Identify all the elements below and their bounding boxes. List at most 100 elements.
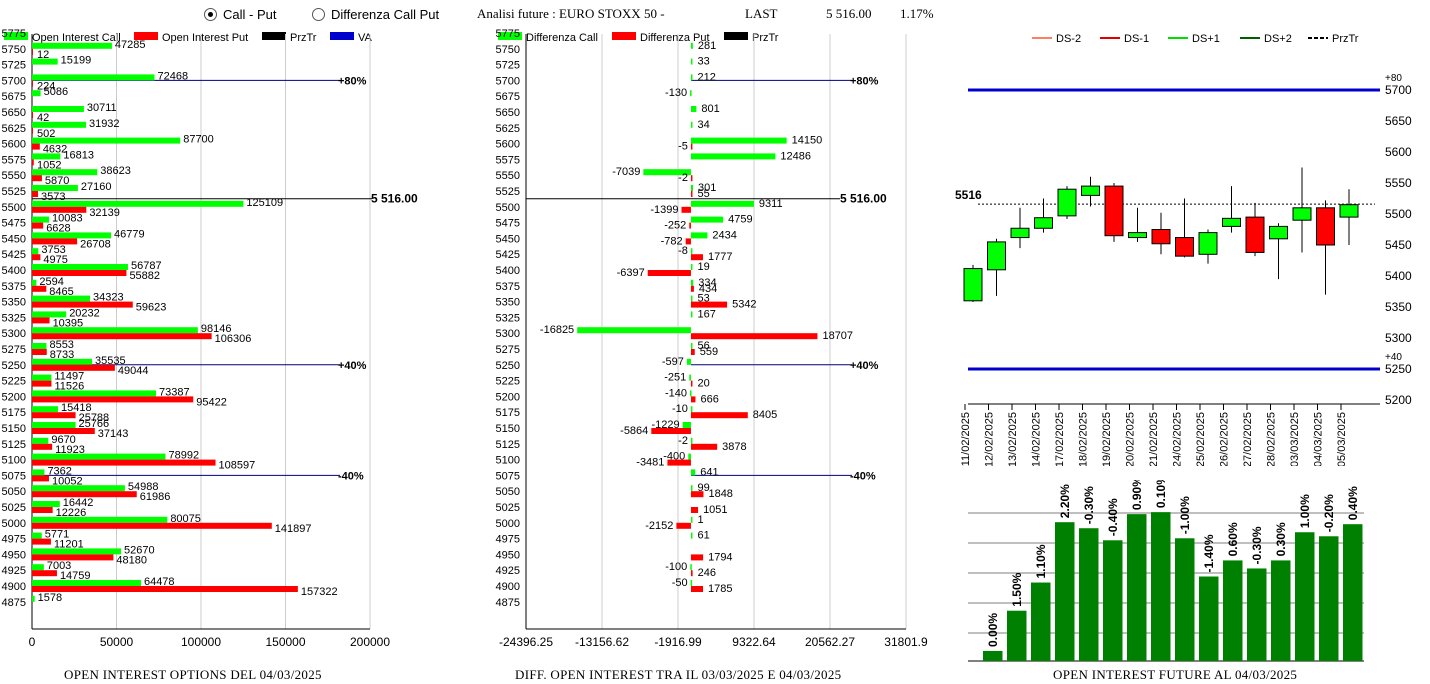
call-bar <box>32 74 155 81</box>
y-tick-label: 5575 <box>2 154 26 166</box>
future-oi-bar <box>1079 528 1099 661</box>
call-value-label: 16813 <box>63 149 94 161</box>
put-value-label: 61986 <box>140 491 171 503</box>
call-bar <box>32 169 98 176</box>
y-tick-label: 5525 <box>2 186 26 198</box>
diff-put-bar-label: -2 <box>678 172 688 184</box>
level-label: -40% <box>338 470 364 482</box>
put-value-label: 25788 <box>79 412 110 424</box>
y-tick-label: 5200 <box>2 391 26 403</box>
put-bar <box>32 254 41 261</box>
y-tick-label: 4950 <box>496 549 520 561</box>
future-oi-bar <box>1151 512 1171 661</box>
diff-call-bar-label: 34 <box>697 119 709 131</box>
call-value-label: 7003 <box>47 560 71 572</box>
y-tick-label: 5625 <box>496 123 520 135</box>
put-value-label: 55882 <box>129 270 160 282</box>
diff-call-bar-label: 4759 <box>728 214 752 226</box>
diff-call-bar-label: -251 <box>664 372 686 384</box>
y-tick-label: 5650 <box>2 107 26 119</box>
call-value-label: 3753 <box>41 244 65 256</box>
diff-put-bar-label: 246 <box>698 567 716 579</box>
call-value-label: 9670 <box>51 434 75 446</box>
call-value-label: 5771 <box>45 529 69 541</box>
future-oi-label: -0.20% <box>1322 494 1336 532</box>
diff-call-bar <box>690 185 693 191</box>
y-tick-label: 5175 <box>496 407 520 419</box>
candle-body <box>1010 227 1030 239</box>
diff-call-bar-label: 9311 <box>759 198 783 210</box>
call-value-label: 38623 <box>100 165 131 177</box>
diff-put-bar <box>690 570 693 577</box>
y-tick-label: 5550 <box>1385 176 1412 190</box>
put-bar <box>32 333 212 340</box>
legend-swatch <box>498 32 522 40</box>
y-tick-label: 5200 <box>496 391 520 403</box>
candle-body <box>1034 217 1053 229</box>
diff-call-bar <box>690 200 754 207</box>
put-value-label: 26708 <box>80 238 111 250</box>
diff-call-bar-label: 56 <box>697 340 709 352</box>
future-oi-bar <box>1055 522 1075 661</box>
call-bar <box>32 422 76 428</box>
legend-label: DS+2 <box>1264 33 1292 45</box>
future-oi-label: 0.10% <box>1154 480 1168 508</box>
diff-put-bar-label: 55 <box>697 188 709 200</box>
legend-swatch <box>134 32 158 40</box>
call-bar <box>32 106 84 112</box>
y-tick-label: 5600 <box>2 139 26 151</box>
diff-put-bar-label: 559 <box>700 346 718 358</box>
legend-swatch <box>4 32 28 40</box>
y-tick-label: 5275 <box>2 344 26 356</box>
call-bar <box>32 406 59 413</box>
diff-call-bar-label: 301 <box>698 182 716 194</box>
diff-call-bar-label: -50 <box>672 577 688 589</box>
diff-call-bar <box>682 422 691 428</box>
y-tick-label: 5725 <box>2 60 26 72</box>
y-tick-label: 5550 <box>496 170 520 182</box>
y-tick-label: 5700 <box>2 75 26 87</box>
diff-call-bar <box>690 516 693 523</box>
future-oi-label: 1.50% <box>1010 572 1024 606</box>
call-value-label: 5086 <box>44 86 68 98</box>
diff-put-bar-label: -252 <box>664 220 686 232</box>
y-tick-label: 4925 <box>2 565 26 577</box>
y-tick-label: 4900 <box>496 581 520 593</box>
put-bar <box>32 301 133 308</box>
y-tick-label: 5500 <box>1385 207 1412 221</box>
radio-call-put[interactable]: Call - Put <box>204 7 276 22</box>
y-tick-label: 5525 <box>496 186 520 198</box>
radio-differenza[interactable]: Differenza Call Put <box>312 7 439 22</box>
oi-diff-chart: Differenza Call Differenza Put PrzTr -24396… <box>496 28 928 649</box>
put-value-label: 8465 <box>49 286 73 298</box>
y-tick-label: 5550 <box>2 170 26 182</box>
candle-body <box>1057 188 1077 217</box>
call-value-label: 98146 <box>201 323 232 335</box>
call-bar <box>32 548 122 555</box>
diff-call-bar <box>690 406 693 413</box>
call-value-label: 47285 <box>115 39 146 51</box>
future-oi-chart: 0.00% 1.50% 1.10% 2.20% -0.30% -0.40% 0.90% 0.1… <box>968 480 1364 662</box>
y-tick-label: 5250 <box>496 360 520 372</box>
y-tick-label: 5775 <box>496 28 520 40</box>
diff-put-bar <box>690 175 693 182</box>
price-label: 5 516.00 <box>840 192 887 206</box>
put-value-label: 12 <box>37 49 49 61</box>
diff-put-bar <box>647 270 691 276</box>
diff-call-bar-label: -140 <box>665 387 687 399</box>
y-tick-label: 5025 <box>496 502 520 514</box>
y-tick-label: 5075 <box>496 470 520 482</box>
future-oi-bar <box>1271 560 1291 661</box>
level-label: +40% <box>850 360 879 372</box>
call-bar <box>32 264 128 270</box>
y-tick-label: 5025 <box>2 502 26 514</box>
y-tick-label: 5125 <box>496 439 520 451</box>
call-value-label: 78992 <box>168 450 199 462</box>
y-tick-label: 5450 <box>1385 238 1412 252</box>
put-bar <box>32 522 272 529</box>
future-oi-label: -1.40% <box>1202 534 1216 572</box>
put-bar <box>32 428 95 434</box>
call-value-label: 34323 <box>93 292 124 304</box>
future-oi-bar <box>1103 540 1123 661</box>
future-oi-label: -0.30% <box>1082 486 1096 524</box>
